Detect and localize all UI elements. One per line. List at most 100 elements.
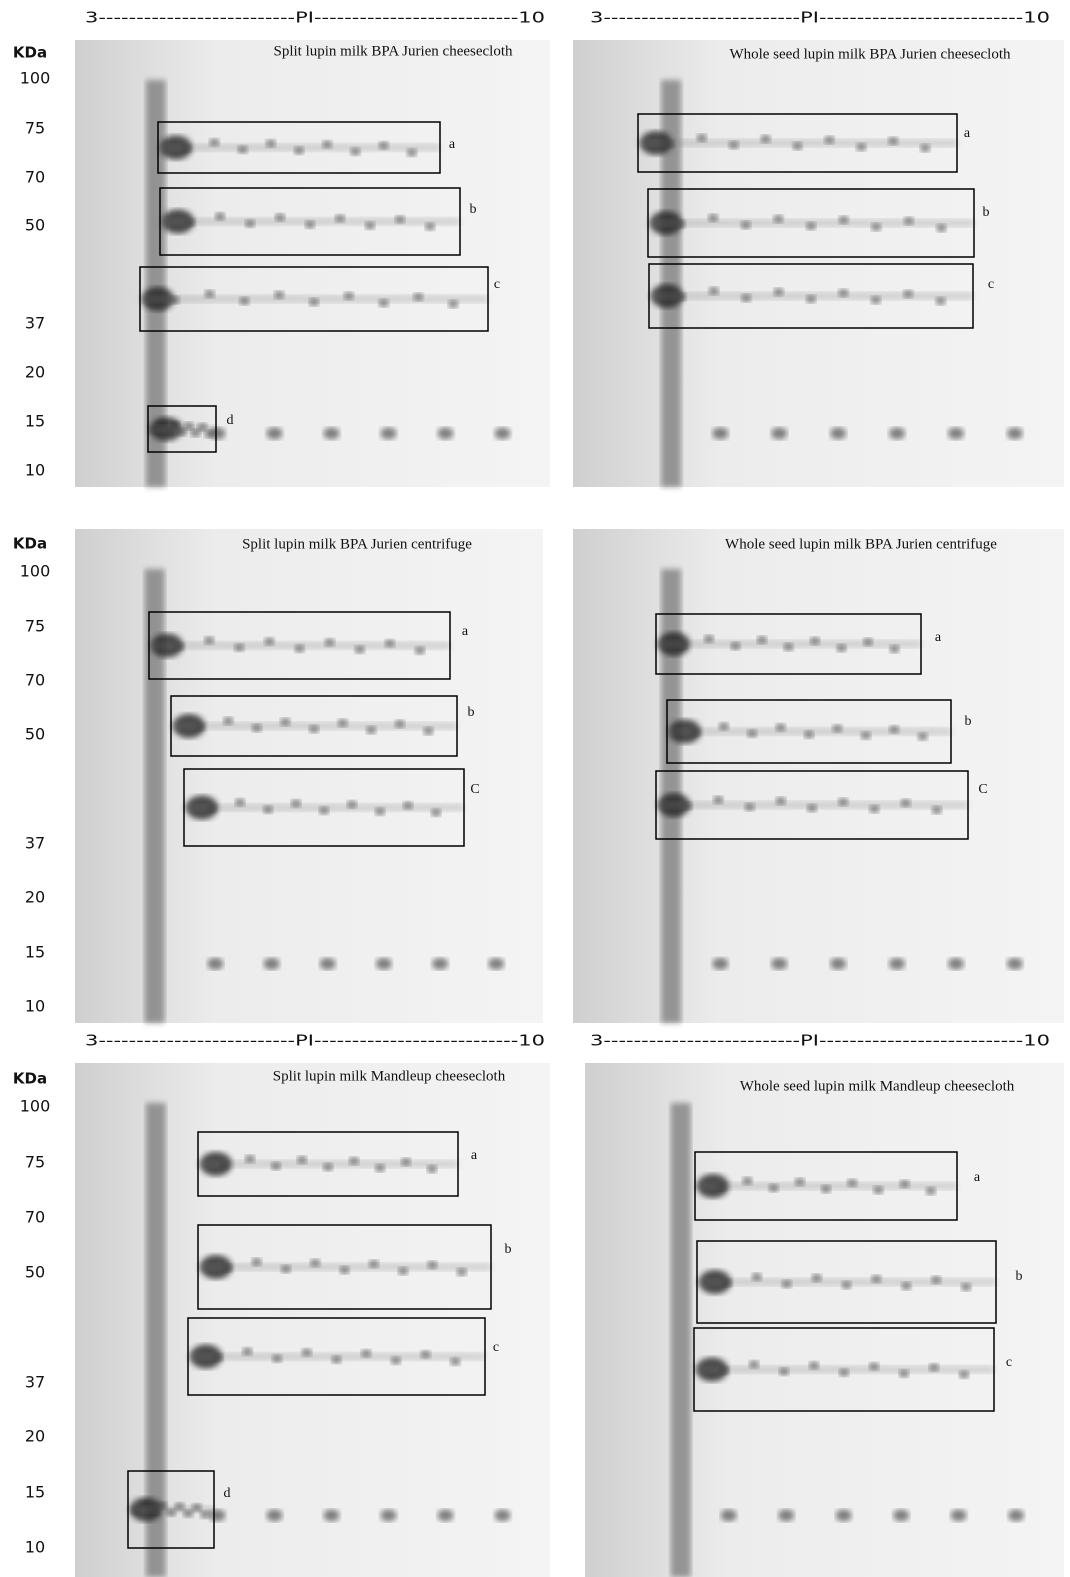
gel-band bbox=[648, 219, 974, 227]
gel-spot bbox=[437, 427, 454, 440]
gel-spot bbox=[889, 427, 906, 440]
kda-title: KDa bbox=[13, 535, 47, 553]
kda-tick-label: 50 bbox=[25, 725, 45, 744]
gel-band bbox=[656, 801, 968, 809]
gel-spot bbox=[266, 1509, 283, 1522]
gel-spot bbox=[319, 957, 336, 970]
region-box bbox=[694, 1151, 958, 1221]
gel-spot bbox=[835, 1509, 852, 1522]
kda-tick-label: 20 bbox=[25, 363, 45, 382]
gel-band bbox=[697, 1278, 996, 1286]
gel-spot bbox=[380, 1509, 397, 1522]
gel-band bbox=[149, 641, 450, 650]
kda-tick-label: 15 bbox=[25, 943, 45, 962]
gel-spot bbox=[266, 427, 283, 440]
gel-band bbox=[667, 727, 951, 736]
panel-title: Split lupin milk BPA Jurien centrifuge bbox=[242, 536, 472, 552]
gel-band bbox=[140, 295, 488, 303]
gel-band bbox=[198, 1263, 491, 1271]
gel-image bbox=[75, 1063, 550, 1577]
gel-band bbox=[158, 143, 440, 152]
region-box bbox=[183, 768, 465, 847]
kda-tick-label: 15 bbox=[25, 412, 45, 431]
gel-spot bbox=[771, 427, 788, 440]
gel-spot bbox=[494, 427, 511, 440]
gel-streak bbox=[145, 80, 166, 487]
region-label: C bbox=[978, 782, 987, 797]
region-label: b bbox=[1016, 1269, 1023, 1284]
kda-tick-label: 20 bbox=[25, 888, 45, 907]
gel-spot bbox=[209, 427, 226, 440]
kda-tick-label: 70 bbox=[25, 671, 45, 690]
gel-band bbox=[695, 1182, 957, 1190]
kda-tick-label: 37 bbox=[25, 834, 45, 853]
gel-spot bbox=[494, 1509, 511, 1522]
gel-spot bbox=[893, 1509, 910, 1522]
region-box bbox=[127, 1470, 215, 1549]
region-label: c bbox=[988, 277, 994, 292]
gel-image bbox=[75, 40, 550, 487]
kda-tick-label: 100 bbox=[20, 1097, 51, 1116]
gel-spot bbox=[263, 957, 280, 970]
gel-image bbox=[585, 1063, 1064, 1577]
pi-axis-header: 3--------------------------PI-----------… bbox=[85, 1032, 545, 1050]
region-box bbox=[197, 1224, 492, 1310]
gel-band bbox=[694, 1365, 994, 1374]
kda-tick-label: 70 bbox=[25, 1208, 45, 1227]
kda-tick-label: 75 bbox=[25, 1153, 45, 1172]
region-label: a bbox=[471, 1148, 478, 1163]
kda-tick-label: 75 bbox=[25, 119, 45, 138]
kda-tick-label: 100 bbox=[20, 69, 51, 88]
kda-tick-label: 50 bbox=[25, 216, 45, 235]
gel-spot bbox=[437, 1509, 454, 1522]
region-box bbox=[655, 770, 969, 840]
panel-title: Split lupin milk Mandleup cheesecloth bbox=[273, 1068, 506, 1084]
gel-spot bbox=[712, 957, 729, 970]
region-label: b bbox=[983, 205, 990, 220]
kda-tick-label: 15 bbox=[25, 1483, 45, 1502]
gel-image bbox=[573, 529, 1064, 1023]
gel-spot bbox=[947, 957, 964, 970]
gel-spot bbox=[1006, 957, 1023, 970]
region-label: b bbox=[470, 202, 477, 217]
gel-spot bbox=[323, 1509, 340, 1522]
region-box bbox=[187, 1317, 486, 1396]
gel-background bbox=[573, 529, 1064, 1023]
kda-tick-label: 10 bbox=[25, 461, 45, 480]
gel-spot bbox=[432, 957, 449, 970]
gel-spot bbox=[950, 1509, 967, 1522]
gel-spot bbox=[380, 427, 397, 440]
region-box bbox=[655, 613, 922, 675]
gel-streak bbox=[144, 569, 165, 1023]
region-label: a bbox=[935, 630, 942, 645]
gel-spot bbox=[720, 1509, 737, 1522]
gel-image bbox=[75, 529, 543, 1023]
gel-background bbox=[585, 1063, 1064, 1577]
gel-spot bbox=[209, 1509, 226, 1522]
gel-band bbox=[198, 1160, 458, 1168]
kda-tick-label: 10 bbox=[25, 1538, 45, 1557]
panel-title: Whole seed lupin milk Mandleup cheeseclo… bbox=[740, 1078, 1015, 1094]
gel-spot bbox=[830, 957, 847, 970]
panel-title: Whole seed lupin milk BPA Jurien centrif… bbox=[725, 536, 997, 552]
region-label: a bbox=[462, 624, 469, 639]
gel-spot bbox=[889, 957, 906, 970]
pi-axis-header: 3--------------------------PI-----------… bbox=[590, 1032, 1050, 1050]
gel-spot bbox=[947, 427, 964, 440]
region-box bbox=[159, 187, 461, 256]
gel-band bbox=[184, 803, 464, 812]
kda-tick-label: 70 bbox=[25, 168, 45, 187]
gel-spot bbox=[323, 427, 340, 440]
region-label: C bbox=[470, 782, 479, 797]
gel-spot bbox=[207, 957, 224, 970]
region-label: d bbox=[227, 413, 234, 428]
gel-band bbox=[128, 1505, 214, 1514]
gel-band bbox=[638, 139, 957, 147]
kda-tick-label: 100 bbox=[20, 562, 51, 581]
panel-title: Whole seed lupin milk BPA Jurien cheesec… bbox=[729, 46, 1011, 62]
gel-band bbox=[148, 425, 216, 433]
region-box bbox=[147, 405, 217, 453]
gel-streak bbox=[661, 80, 682, 487]
region-box bbox=[637, 113, 958, 173]
